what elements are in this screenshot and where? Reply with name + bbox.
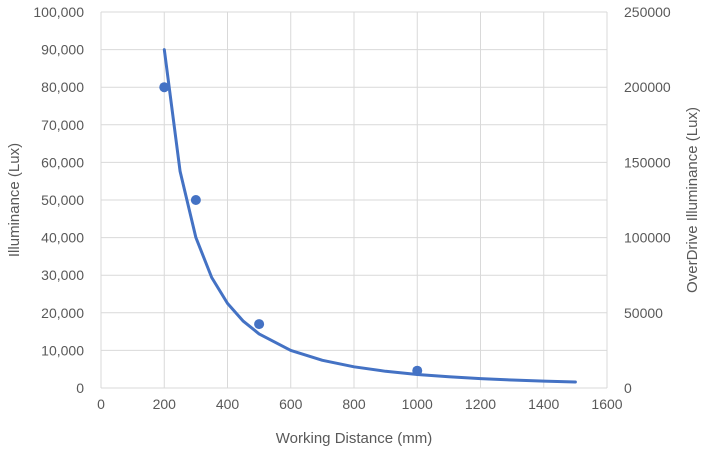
x-tick-label: 800 bbox=[342, 396, 366, 412]
y2-tick-label: 200000 bbox=[624, 79, 671, 95]
x-tick-label: 0 bbox=[97, 396, 105, 412]
y2-axis-tick-labels: 0 50000 100000 150000 200000 250000 bbox=[624, 4, 671, 396]
y-tick-label: 40,000 bbox=[41, 230, 84, 246]
x-tick-label: 600 bbox=[279, 396, 303, 412]
x-tick-label: 1000 bbox=[402, 396, 433, 412]
y-tick-label: 90,000 bbox=[41, 42, 84, 58]
y2-tick-label: 50000 bbox=[624, 305, 663, 321]
x-tick-label: 1600 bbox=[591, 396, 622, 412]
y2-axis-title: OverDrive Illuminance (Lux) bbox=[684, 107, 701, 293]
data-point bbox=[254, 319, 265, 330]
y-tick-label: 30,000 bbox=[41, 267, 84, 283]
y-axis-tick-labels: 0 10,000 20,000 30,000 40,000 50,000 60,000 70,… bbox=[33, 4, 84, 396]
plot-series bbox=[159, 48, 577, 384]
y2-tick-label: 0 bbox=[624, 380, 632, 396]
y-tick-label: 60,000 bbox=[41, 154, 84, 170]
y-tick-label: 10,000 bbox=[41, 342, 84, 358]
y2-tick-label: 150000 bbox=[624, 154, 671, 170]
x-tick-label: 1200 bbox=[465, 396, 496, 412]
x-axis-title: Working Distance (mm) bbox=[276, 430, 432, 447]
x-tick-label: 400 bbox=[216, 396, 240, 412]
y2-tick-label: 100000 bbox=[624, 230, 671, 246]
x-axis-tick-labels: 0 200 400 600 800 1000 1200 1400 1600 bbox=[97, 396, 623, 412]
y-tick-label: 20,000 bbox=[41, 305, 84, 321]
horizontal-gridlines bbox=[101, 11, 607, 389]
x-tick-label: 200 bbox=[153, 396, 177, 412]
y-tick-label: 50,000 bbox=[41, 192, 84, 208]
data-point bbox=[190, 195, 201, 205]
y-tick-label: 70,000 bbox=[41, 117, 84, 133]
series-curve bbox=[162, 48, 577, 384]
y-tick-label: 80,000 bbox=[41, 79, 84, 95]
y-axis-title: Illuminance (Lux) bbox=[6, 143, 23, 257]
y-tick-label: 0 bbox=[76, 380, 84, 396]
y-tick-label: 100,000 bbox=[33, 4, 84, 20]
data-point bbox=[159, 82, 170, 93]
x-tick-label: 1400 bbox=[528, 396, 559, 412]
y2-tick-label: 250000 bbox=[624, 4, 671, 20]
